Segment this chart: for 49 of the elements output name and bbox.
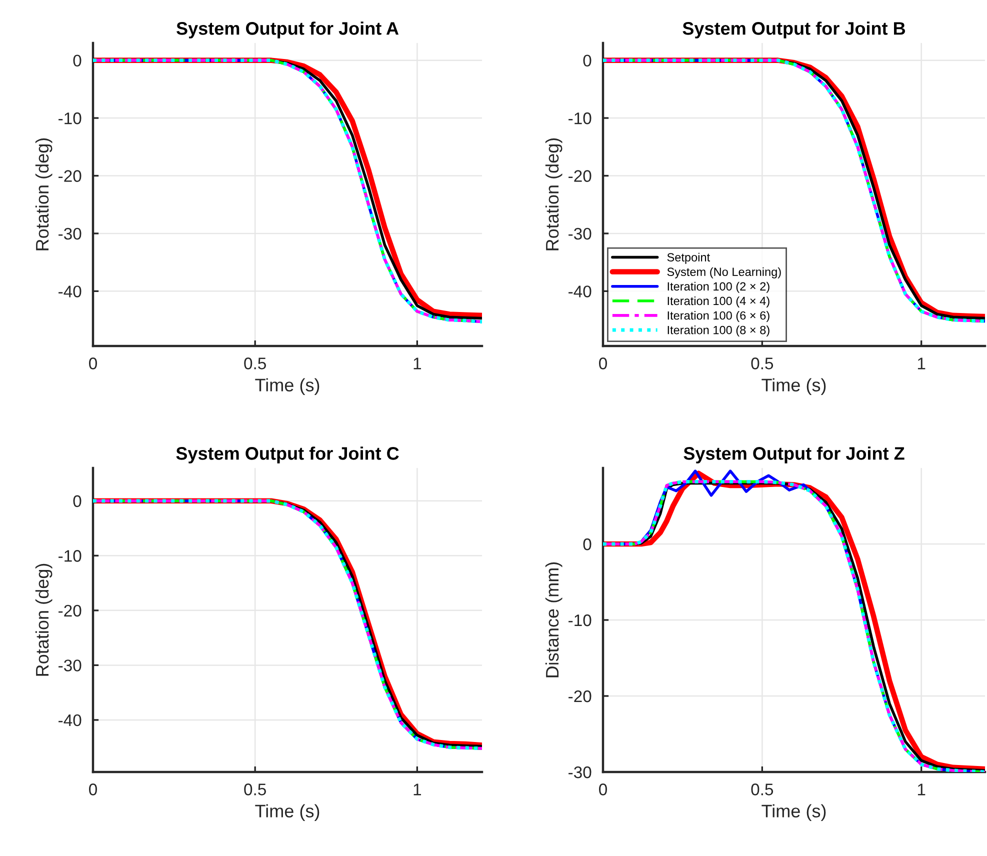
y-tick-label: -20: [568, 690, 592, 702]
y-axis-title: Distance (mm): [545, 562, 562, 678]
chart-title: System Output for Joint C: [176, 446, 399, 464]
x-tick-label: 0.5: [751, 784, 774, 796]
x-axis-title: Time (s): [255, 378, 320, 396]
y-tick-label: -10: [58, 550, 82, 562]
x-axis-title: Time (s): [762, 804, 826, 822]
x-axis-title: Time (s): [255, 804, 320, 822]
legend-label: System (No Learning): [667, 267, 781, 278]
y-axis-title: Rotation (deg): [545, 138, 562, 250]
y-axis-title: Rotation (deg): [35, 564, 52, 676]
x-tick-label: 0: [599, 358, 607, 370]
y-tick-label: -30: [568, 766, 592, 778]
x-tick-label: 0: [89, 784, 97, 796]
y-tick-label: 0: [583, 54, 592, 67]
legend-label: Iteration 100 (4 × 4): [668, 296, 770, 308]
y-tick-label: -20: [58, 604, 82, 617]
y-axis-title: Rotation (deg): [35, 138, 52, 250]
x-tick-label: 0.5: [244, 784, 266, 796]
y-tick-label: 0: [583, 538, 592, 550]
x-tick-label: 0: [89, 358, 97, 370]
x-tick-label: 1: [918, 784, 926, 796]
y-tick-label: -20: [568, 170, 592, 182]
chart-title: System Output for Joint A: [176, 22, 399, 38]
legend-label: Iteration 100 (8 × 8): [668, 326, 770, 337]
y-tick-label: 0: [73, 54, 82, 67]
x-tick-label: 0.5: [751, 358, 774, 370]
x-tick-label: 0.5: [244, 358, 266, 370]
x-tick-label: 1: [918, 358, 926, 370]
y-tick-label: -10: [568, 614, 592, 626]
chart-title: System Output for Joint Z: [684, 446, 904, 464]
y-tick-label: -20: [58, 170, 82, 182]
x-axis-title: Time (s): [762, 378, 826, 396]
chart-title: System Output for Joint B: [682, 22, 906, 38]
y-tick-label: -30: [58, 228, 82, 240]
y-tick-label: -40: [58, 714, 82, 726]
y-tick-label: -30: [568, 228, 592, 240]
x-tick-label: 0: [599, 784, 607, 796]
y-tick-label: 0: [73, 495, 82, 508]
y-tick-label: -40: [568, 286, 592, 298]
x-tick-label: 1: [414, 358, 421, 370]
y-tick-label: -10: [58, 112, 82, 124]
legend-label: Iteration 100 (2 × 2): [668, 282, 770, 293]
x-tick-label: 1: [414, 784, 421, 796]
y-tick-label: -10: [568, 112, 592, 124]
y-tick-label: -30: [58, 660, 82, 672]
y-tick-label: -40: [58, 286, 82, 298]
legend-label: Iteration 100 (6 × 6): [668, 311, 770, 322]
legend-label: Setpoint: [667, 252, 710, 264]
